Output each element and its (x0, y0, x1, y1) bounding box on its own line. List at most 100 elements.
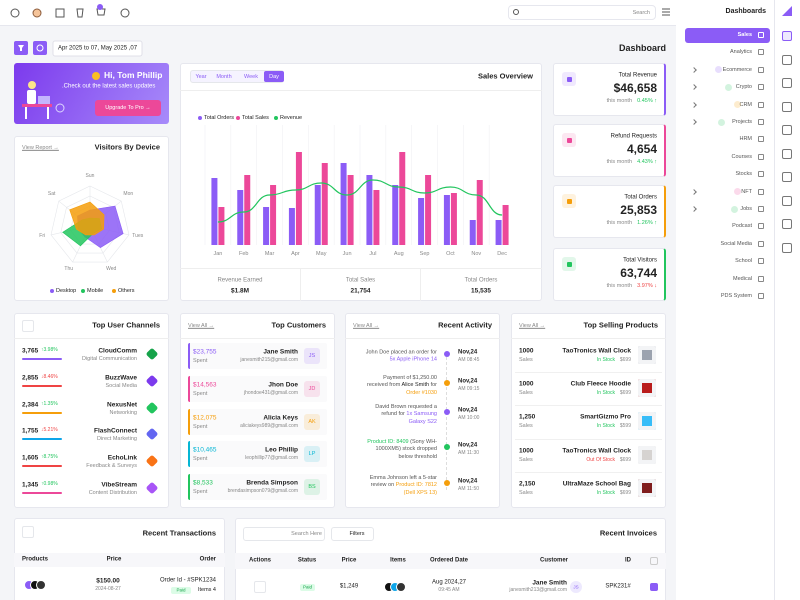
nav-icon (758, 153, 764, 160)
activity-segment: John Doe placed an order for (365, 349, 437, 356)
nav-item[interactable]: CRM (739, 101, 752, 108)
bar (314, 185, 321, 245)
radar-label: Fri (39, 233, 46, 240)
toolbar-buttons[interactable] (14, 40, 143, 57)
nav-dot (724, 83, 732, 91)
transaction-items: Items 4 (197, 586, 216, 593)
nav-item[interactable]: Stocks (735, 171, 752, 178)
nav-item[interactable]: Courses (731, 153, 752, 160)
product-label: Sales (519, 356, 533, 363)
view-all-link[interactable]: View All → (519, 322, 546, 329)
bar (270, 185, 277, 245)
nav-item[interactable]: NFT (741, 188, 752, 195)
legend-swatch (50, 289, 54, 293)
divider (300, 268, 301, 301)
transaction-date: 2024-08-27 (95, 586, 121, 593)
avatar-initials: JD (308, 385, 316, 392)
bar (469, 220, 476, 245)
table-header (14, 553, 225, 567)
channel-bar (22, 411, 62, 414)
view-all-link[interactable]: View All → (188, 322, 215, 329)
bar (295, 152, 302, 245)
tab[interactable]: Year (195, 73, 207, 80)
filters-label[interactable]: Filters (349, 530, 365, 537)
activity-time: AM 09:15 (458, 386, 480, 393)
x-tick-label: Nov (471, 250, 482, 257)
kpi-note: this month (606, 97, 632, 104)
bar (340, 163, 347, 245)
nav-item[interactable]: Podcast (732, 223, 752, 230)
divider (345, 338, 500, 339)
nav-icon (758, 49, 764, 56)
invoice-time: 09:45 AM (438, 587, 460, 594)
bar (263, 207, 270, 245)
timeline-dot (443, 444, 450, 450)
upgrade-button-label[interactable]: Upgrade To Pro → (105, 104, 151, 111)
nav-item[interactable]: Ecommerce (722, 66, 752, 73)
activity-segment: 5x Apple iPhone 14 (389, 357, 437, 363)
channel-bar (22, 384, 62, 387)
item-avatar (396, 582, 406, 592)
product-price: $699 (619, 456, 631, 463)
nav-item[interactable]: Medical (733, 275, 752, 282)
divider (511, 338, 666, 339)
activity-card (345, 313, 500, 508)
nav-item[interactable]: Analytics (729, 49, 752, 56)
nav-item[interactable]: Sales (737, 31, 752, 38)
kpi-change: 1.26% ↑ (637, 219, 657, 226)
channel-category: Direct Marketing (96, 436, 137, 443)
channel-bar (22, 358, 62, 360)
row-actions[interactable] (254, 581, 266, 593)
search-box[interactable] (508, 5, 656, 20)
view-report-link[interactable]: View Report → (22, 144, 59, 151)
kpi-card (553, 63, 666, 116)
channel-value: 3,765 (22, 347, 39, 355)
kpi-value: 4,654 (626, 142, 657, 157)
page-title: Dashboard (618, 42, 666, 53)
kpi-change: 4.43% ↑ (637, 158, 657, 165)
channel-bar (22, 465, 62, 468)
activity-segment: Alice Smith (401, 382, 430, 389)
product-status: Out Of Stock (586, 456, 615, 463)
avatar (304, 413, 320, 430)
legend-label: Total Orders (204, 114, 234, 121)
tab[interactable]: Week (244, 73, 258, 80)
view-all-link[interactable]: View All → (353, 322, 380, 329)
product-status: In Stock (596, 357, 615, 364)
kpi-note: this month (606, 158, 632, 165)
row-divider (515, 471, 662, 473)
customer-name: Brenda Simpson (246, 479, 298, 487)
nav-item[interactable]: Crypto (735, 84, 752, 91)
nav-item[interactable]: HRM (739, 136, 752, 143)
row-divider (515, 372, 662, 374)
nav-item[interactable]: Jobs (740, 205, 752, 212)
nav-item[interactable]: School (735, 258, 752, 265)
transaction-price: $150.00 (96, 577, 120, 585)
search-input[interactable] (243, 527, 325, 541)
customer-amount: $12,075 (193, 413, 217, 421)
tab[interactable]: Month (216, 73, 232, 80)
nav-icon (758, 223, 764, 230)
filters-button[interactable] (331, 527, 374, 541)
row-divider (515, 405, 662, 407)
column-header: Price (341, 557, 357, 564)
tab[interactable]: Day (269, 73, 279, 80)
legend-swatch (236, 116, 240, 120)
channel-change: ↑8.75% (41, 454, 58, 461)
invoice-price: $1,249 (339, 583, 359, 590)
x-tick-label: Jan (213, 250, 223, 257)
nav-item[interactable]: PDS System (720, 292, 752, 299)
revenue-line (217, 179, 503, 223)
checkbox-checked[interactable] (650, 583, 658, 591)
bar (392, 185, 399, 245)
bar (425, 175, 432, 245)
wave-icon (92, 72, 100, 80)
kpi-value: $46,658 (613, 81, 657, 96)
top-icons (10, 4, 670, 18)
channel-category: Networking (109, 409, 137, 416)
nav-item[interactable]: Social Media (720, 240, 753, 247)
nav-item[interactable]: Projects (732, 118, 752, 125)
activity-segment: 1x Samsung Galaxy S22 (406, 411, 437, 425)
nav-icon (758, 258, 764, 265)
card-title: Recent Activity (438, 320, 492, 330)
